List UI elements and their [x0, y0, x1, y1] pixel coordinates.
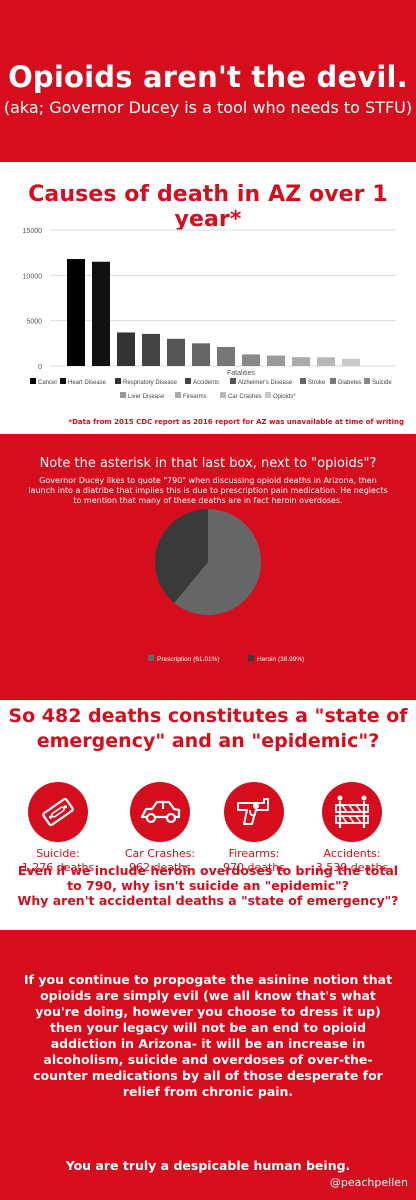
legend-swatch: [120, 392, 126, 398]
legend-swatch: [265, 392, 271, 398]
opioid-explanation: Governor Ducey likes to quote "790" when…: [28, 476, 388, 505]
bar-car-crashes: [317, 357, 335, 366]
sign-off: You are truly a despicable human being.: [65, 1158, 351, 1173]
pie-slice-heroin: [155, 509, 208, 603]
y-tick-label: 5000: [26, 319, 42, 326]
stat-accidents-label: Accidents:: [323, 847, 381, 860]
emergency-heading: So 482 deaths constitutes a "state of em…: [8, 705, 408, 752]
bar-cancer: [67, 259, 85, 366]
legend-swatch: [330, 378, 336, 384]
pie-legend-label: Prescription (61.01%): [157, 656, 220, 663]
x-axis-label: Fatalities: [227, 370, 256, 377]
legend-label: Heart Disease: [68, 380, 107, 386]
stat-firearms: Firearms: 970 deaths: [208, 782, 300, 875]
opioid-pie-chart: Prescription (61.01%) Heroin (38.99%): [148, 509, 304, 663]
stat-accidents-value: 3,539 deaths: [315, 861, 389, 874]
revolver-icon: [224, 782, 284, 842]
legend-label: Car Crashes: [228, 394, 262, 400]
legend-swatch: [364, 378, 370, 384]
legend-swatch: [30, 378, 36, 384]
bar-suicide: [242, 354, 260, 366]
legend-swatch: [300, 378, 306, 384]
stat-suicide-label: Suicide:: [36, 847, 80, 860]
closing-paragraph: If you continue to propogate the asinine…: [22, 972, 394, 1100]
emergency-questions: Even if we include heroin overdoses to b…: [10, 863, 406, 908]
legend-label: Liver Disease: [128, 394, 165, 400]
opioid-breakdown-panel: Note the asterisk in that last box, next…: [0, 440, 416, 692]
bar-diabetes: [217, 346, 235, 366]
opioid-question-heading: Note the asterisk in that last box, next…: [39, 456, 377, 471]
pie-legend-swatch: [148, 655, 154, 661]
stat-firearms-label: Firearms:: [228, 847, 280, 860]
bar-liver-disease: [267, 355, 285, 366]
legend-label: Suicide: [372, 380, 392, 386]
stat-suicide-value: 1,276 deaths: [21, 861, 95, 874]
question-suicide: Even if we include heroin overdoses to b…: [17, 863, 399, 893]
bar-firearms: [292, 357, 310, 366]
y-tick-label: 10000: [23, 273, 43, 280]
hero-banner: Opioids aren't the devil. (aka; Governor…: [0, 0, 416, 158]
bar-opioids-: [342, 358, 360, 366]
car-icon: [130, 782, 190, 842]
road-barrier-icon: [322, 782, 382, 842]
bar-heart-disease: [92, 261, 110, 366]
closing-panel: If you continue to propogate the asinine…: [0, 930, 416, 1200]
bar-stroke: [192, 343, 210, 366]
question-accidents: Why aren't accidental deaths a "state of…: [17, 893, 399, 908]
legend-swatch: [115, 378, 121, 384]
stat-car-value: 962 deaths: [129, 861, 191, 874]
legend-swatch: [175, 392, 181, 398]
pie-slice-prescription: [174, 509, 261, 615]
stat-firearms-value: 970 deaths: [223, 861, 285, 874]
legend-swatch: [60, 378, 66, 384]
page-subtitle: (aka; Governor Ducey is a tool who needs…: [3, 98, 413, 117]
bar-alzheimer-s-disease: [167, 338, 185, 366]
legend-label: Firearms: [183, 394, 207, 400]
razor-blade-icon: [28, 782, 88, 842]
pie-legend-label: Heroin (38.99%): [257, 656, 304, 663]
causes-of-death-panel: Causes of death in AZ over 1 year* 0 5000…: [0, 162, 416, 434]
legend-label: Cancer: [38, 380, 57, 386]
stat-car-crashes: Car Crashes: 962 deaths: [114, 782, 206, 875]
legend-label: Respiratory Disease: [123, 380, 178, 386]
page-title: Opioids aren't the devil.: [8, 60, 408, 94]
legend-swatch: [230, 378, 236, 384]
closing-text: If you continue to propogate the asinine…: [23, 972, 393, 1099]
causes-bar-chart: 0 5000 10000 15000 Fatalities Cancer Heart Dis…: [23, 228, 396, 400]
legend-swatch: [220, 392, 226, 398]
data-footnote: *Data from 2015 CDC report as 2016 repor…: [68, 418, 404, 426]
pie-legend-swatch: [248, 655, 254, 661]
legend-label: Accidents: [193, 380, 219, 386]
legend-label: Diabetes: [338, 380, 362, 386]
legend-swatch: [185, 378, 191, 384]
author-handle: @peachpellen: [329, 1176, 408, 1189]
legend-label: Alzheimer's Disease: [238, 380, 293, 386]
bar-respiratory-disease: [117, 332, 135, 366]
stat-accidents: Accidents: 3,539 deaths: [306, 782, 398, 875]
y-tick-label: 0: [38, 364, 42, 371]
stat-car-label: Car Crashes:: [124, 847, 196, 860]
y-tick-label: 15000: [23, 228, 43, 235]
stat-suicide: Suicide: 1,276 deaths: [12, 782, 104, 875]
legend-label: Opioids*: [273, 394, 296, 400]
legend-label: Stroke: [308, 380, 326, 386]
bar-accidents: [142, 333, 160, 366]
causes-chart-title: Causes of death in AZ over 1 year*: [28, 182, 388, 232]
